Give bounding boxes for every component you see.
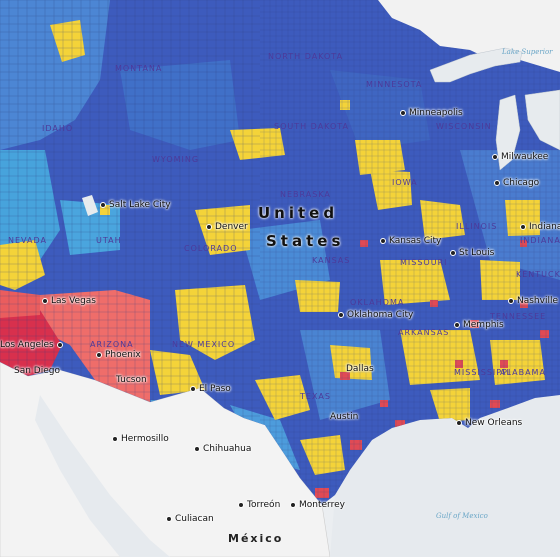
- state-label-oklahoma: OKLAHOMA: [350, 298, 405, 307]
- state-label-arkansas: ARKANSAS: [398, 328, 450, 337]
- city-label-oklahoma-city: Oklahoma City: [338, 310, 413, 320]
- city-label-new-orleans: New Orleans: [456, 418, 522, 428]
- state-label-nebraska: NEBRASKA: [280, 190, 331, 199]
- state-label-north-dakota: NORTH DAKOTA: [268, 52, 344, 61]
- state-label-missouri: MISSOURI: [400, 258, 448, 267]
- lake-huron: [524, 89, 560, 151]
- city-label-monterrey: Monterrey: [290, 500, 345, 510]
- city-label-culiacan: Culiacan: [166, 514, 214, 524]
- city-label-denver: Denver: [206, 222, 248, 232]
- usa-label-line2: States: [266, 232, 345, 250]
- state-label-utah: UTAH: [96, 236, 122, 245]
- state-label-south-dakota: SOUTH DAKOTA: [274, 122, 350, 131]
- state-label-tennessee: TENNESSEE: [490, 312, 547, 321]
- city-label-torreon: Torreón: [238, 500, 280, 510]
- state-label-wyoming: WYOMING: [152, 155, 200, 164]
- city-label-los-angeles: Los Angeles: [0, 340, 66, 350]
- gulf-of-mexico-water: [330, 395, 560, 557]
- city-label-tucson: Tucson: [116, 375, 147, 385]
- city-label-chicago: Chicago: [494, 178, 539, 188]
- city-label-nashville: Nashville: [508, 296, 558, 306]
- city-label-minneapolis: Minneapolis: [400, 108, 463, 118]
- city-label-chihuahua: Chihuahua: [194, 444, 251, 454]
- usa-label-line1: United: [258, 204, 339, 222]
- great-salt-lake: [82, 195, 98, 216]
- state-label-kentucky: KENTUCKY: [516, 270, 560, 279]
- city-label-austin: Austin: [330, 412, 359, 422]
- city-label-milwaukee: Milwaukee: [492, 152, 548, 162]
- gulf-of-mexico-label: Gulf of Mexico: [436, 512, 488, 520]
- state-label-iowa: IOWA: [392, 178, 418, 187]
- state-label-new-mexico: NEW MEXICO: [172, 340, 236, 349]
- state-label-minnesota: MINNESOTA: [366, 80, 423, 89]
- state-label-arizona: ARIZONA: [90, 340, 134, 349]
- lake-michigan: [495, 94, 521, 171]
- city-label-kansas-city: Kansas City: [380, 236, 441, 246]
- state-label-nevada: NEVADA: [8, 236, 47, 245]
- city-label-hermosillo: Hermosillo: [112, 434, 169, 444]
- state-label-idaho: IDAHO: [42, 124, 74, 133]
- city-label-san-diego: San Diego: [14, 366, 60, 376]
- city-label-indianapolis: Indianapolis: [520, 222, 560, 232]
- state-label-montana: MONTANA: [115, 64, 163, 73]
- city-label-el-paso: El Paso: [190, 384, 231, 394]
- city-label-salt-lake-city: Salt Lake City: [100, 200, 171, 210]
- state-label-illinois: ILLINOIS: [456, 222, 498, 231]
- state-label-colorado: COLORADO: [184, 244, 238, 253]
- state-label-kansas: KANSAS: [312, 256, 351, 265]
- city-label-las-vegas: Las Vegas: [42, 296, 96, 306]
- city-label-phoenix: Phoenix: [96, 350, 141, 360]
- state-label-wisconsin: WISCONSIN: [436, 122, 492, 131]
- state-label-indiana: INDIANA: [520, 236, 560, 245]
- state-label-mississippi: MISSISSIPPI: [454, 368, 512, 377]
- city-label-dallas: Dallas: [346, 364, 374, 374]
- state-label-texas: TEXAS: [300, 392, 331, 401]
- city-label-memphis: Memphis: [454, 320, 504, 330]
- mexico-label: México: [228, 532, 284, 545]
- lake-superior: [429, 47, 523, 83]
- city-label-st-louis: St Louis: [450, 248, 494, 258]
- state-label-alabama: ALABAMA: [500, 368, 546, 377]
- lake-superior-label: Lake Superior: [502, 48, 553, 56]
- gulf-of-california: [35, 395, 170, 557]
